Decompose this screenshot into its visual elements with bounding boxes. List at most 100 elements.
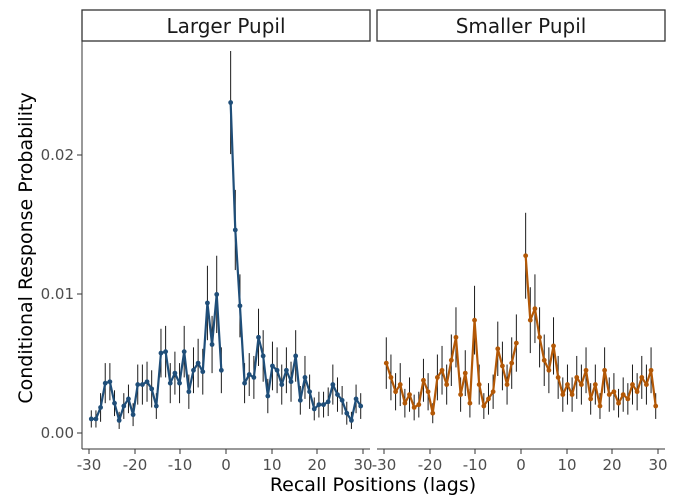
data-point-left-lag-3 xyxy=(237,303,243,309)
data-point-right-lag--27 xyxy=(393,389,398,395)
data-point-right-lag--11 xyxy=(467,400,473,406)
series-line-left-negative-lags xyxy=(91,293,223,422)
data-point-right-lag-29 xyxy=(653,403,659,409)
data-point-left-lag--14 xyxy=(158,350,164,356)
data-point-right-lag--21 xyxy=(421,377,426,383)
facet-strip-left-label: Larger Pupil xyxy=(166,14,285,38)
data-point-right-lag-16 xyxy=(592,382,598,387)
data-point-right-lag-2 xyxy=(527,317,533,323)
data-point-right-lag-12 xyxy=(574,375,580,380)
data-point-right-lag--10 xyxy=(472,317,477,323)
data-point-left-lag-8 xyxy=(260,353,266,359)
data-point-left-lag-5 xyxy=(246,372,252,377)
x-axis-right: -30 -20 -10 0 10 20 30 xyxy=(372,449,668,474)
data-point-right-lag--3 xyxy=(504,382,510,387)
data-point-left-lag-11 xyxy=(274,367,280,373)
data-point-right-lag--24 xyxy=(407,392,412,397)
data-point-right-lag--28 xyxy=(388,375,394,380)
data-point-right-lag--14 xyxy=(453,334,459,340)
data-point-right-lag--20 xyxy=(425,389,431,395)
data-point-left-lag--8 xyxy=(186,389,192,395)
data-point-left-lag--12 xyxy=(167,380,173,386)
data-point-left-lag--19 xyxy=(135,382,141,387)
data-point-right-lag--6 xyxy=(490,389,496,395)
data-point-left-lag--6 xyxy=(195,360,201,366)
data-point-left-lag-4 xyxy=(242,380,247,386)
data-point-right-lag--19 xyxy=(430,410,436,416)
facet-strip-right-label: Smaller Pupil xyxy=(456,14,587,38)
data-point-left-lag--25 xyxy=(107,379,113,385)
data-point-right-lag-10 xyxy=(565,382,570,387)
data-point-left-lag-25 xyxy=(339,397,345,403)
data-point-right-lag-7 xyxy=(551,343,556,349)
data-point-left-lag--26 xyxy=(102,380,108,386)
data-point-left-lag-20 xyxy=(316,402,322,408)
x-tick-label-left-5: 20 xyxy=(307,456,326,474)
data-point-left-lag--21 xyxy=(126,396,131,402)
data-point-left-lag--10 xyxy=(177,380,182,386)
panel-smaller-pupil-data xyxy=(383,212,659,424)
data-point-right-lag-4 xyxy=(537,334,542,340)
x-tick-label-left-2: -10 xyxy=(168,456,193,474)
y-tick-label-0: 0.00 xyxy=(41,424,74,442)
data-point-right-lag--12 xyxy=(462,370,468,376)
data-point-right-lag--2 xyxy=(509,360,515,366)
data-point-right-lag-6 xyxy=(546,367,552,373)
data-point-left-lag--16 xyxy=(149,386,155,392)
x-tick-label-left-3: 0 xyxy=(221,456,231,474)
data-point-right-lag-21 xyxy=(616,400,621,406)
data-point-right-lag-8 xyxy=(555,375,561,380)
data-point-right-lag--26 xyxy=(397,382,403,387)
data-point-right-lag-22 xyxy=(620,392,626,397)
data-point-left-lag-2 xyxy=(232,227,238,233)
data-point-left-lag-19 xyxy=(311,406,317,412)
x-tick-label-left-1: -20 xyxy=(123,456,148,474)
data-point-right-lag--22 xyxy=(416,402,422,408)
data-point-left-lag--1 xyxy=(218,367,224,373)
x-tick-label-right-5: 20 xyxy=(602,456,621,474)
x-tick-label-left-6: 30 xyxy=(353,456,372,474)
data-point-left-lag--15 xyxy=(153,403,159,409)
data-point-left-lag--17 xyxy=(144,379,150,385)
data-point-right-lag--18 xyxy=(434,375,440,380)
data-point-right-lag-3 xyxy=(532,306,538,312)
data-point-left-lag-23 xyxy=(330,382,336,387)
data-point-right-lag-20 xyxy=(611,389,617,395)
y-axis-title: Conditional Response Probability xyxy=(15,92,37,403)
data-point-right-lag--23 xyxy=(411,405,417,410)
x-tick-label-right-1: -20 xyxy=(418,456,443,474)
data-point-left-lag-16 xyxy=(297,397,303,403)
x-tick-label-right-6: 30 xyxy=(648,456,667,474)
data-point-left-lag-7 xyxy=(256,334,261,340)
data-point-right-lag-18 xyxy=(602,367,608,373)
y-tick-label-2: 0.02 xyxy=(41,146,74,164)
facet-strip-left: Larger Pupil xyxy=(81,9,371,42)
data-point-left-lag-24 xyxy=(335,392,340,397)
data-point-right-lag--8 xyxy=(481,403,487,409)
data-point-left-lag-17 xyxy=(302,375,308,380)
y-axis: 0.00 0.01 0.02 xyxy=(41,146,82,442)
data-point-left-lag-29 xyxy=(358,403,364,409)
x-tick-label-left-0: -30 xyxy=(77,456,102,474)
data-point-right-lag--4 xyxy=(500,363,505,369)
x-tick-label-right-2: -10 xyxy=(463,456,488,474)
data-point-left-lag-9 xyxy=(265,393,271,399)
panel-larger-pupil-data xyxy=(88,51,364,429)
data-point-left-lag--20 xyxy=(130,412,136,418)
data-point-right-lag-15 xyxy=(588,396,594,402)
data-point-left-lag-13 xyxy=(283,367,289,373)
data-point-left-lag-22 xyxy=(325,399,331,405)
data-point-left-lag-28 xyxy=(353,396,359,402)
data-point-right-lag-5 xyxy=(541,357,547,363)
data-point-right-lag-14 xyxy=(583,367,589,373)
y-tick-label-1: 0.01 xyxy=(41,285,74,303)
data-point-left-lag--28 xyxy=(93,416,99,422)
data-point-left-lag-21 xyxy=(321,402,326,408)
data-point-left-lag-6 xyxy=(251,375,257,380)
data-point-right-lag-9 xyxy=(560,392,566,397)
facet-strip-right: Smaller Pupil xyxy=(376,9,666,42)
data-point-left-lag--18 xyxy=(139,382,145,387)
data-point-right-lag--25 xyxy=(402,400,408,406)
data-point-left-lag-12 xyxy=(279,382,285,387)
data-point-right-lag--17 xyxy=(439,367,445,373)
